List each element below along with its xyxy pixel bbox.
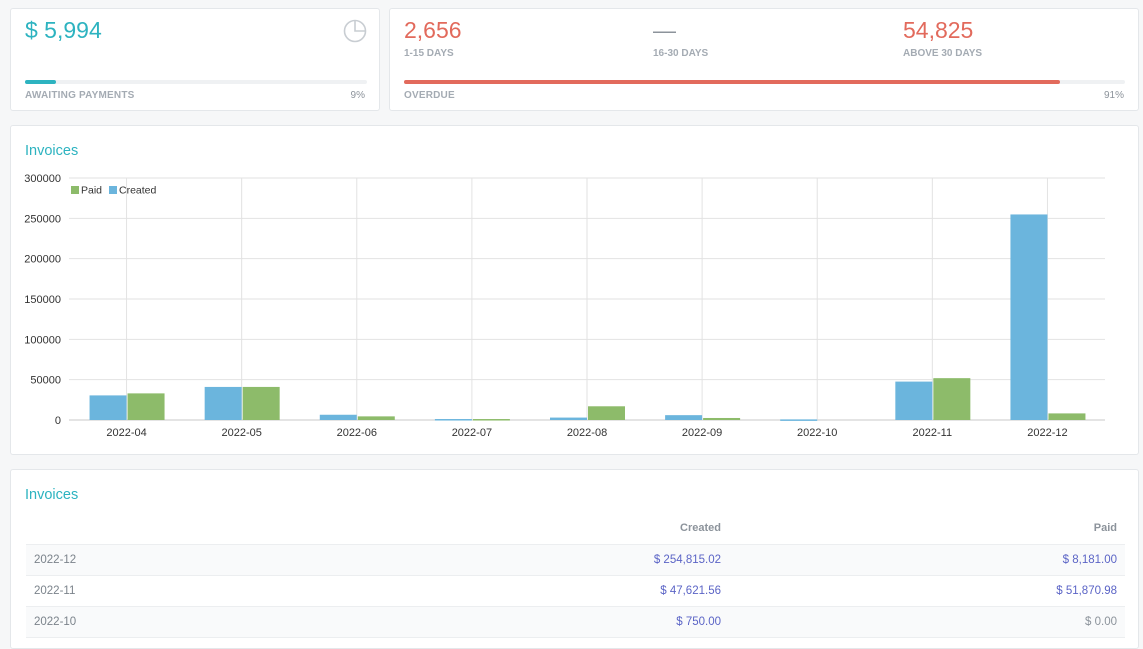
overdue-percent: 91%: [1103, 90, 1124, 101]
overdue-progress-fill: [404, 80, 1061, 84]
table-row: 2022-12 $ 254,815.02 $ 8,181.00: [26, 544, 1125, 576]
row-paid: $ 51,870.98: [729, 575, 1125, 607]
bar-created: [204, 386, 242, 420]
overdue-1-15-label: 1-15 DAYS: [404, 48, 454, 59]
chart-title: Invoices: [25, 143, 79, 159]
bar-paid: [588, 406, 625, 420]
awaiting-amount: $ 5,994: [25, 17, 102, 43]
bar-created: [89, 395, 127, 420]
bar-paid: [472, 419, 510, 421]
table-row: 2022-11 $ 47,621.56 $ 51,870.98: [26, 575, 1125, 607]
awaiting-progress-bar: [25, 80, 367, 84]
overdue-card: 2,656 1-15 DAYS — 16-30 DAYS 54,825 ABOV…: [389, 8, 1139, 111]
bar-paid: [703, 417, 741, 420]
x-tick-label: 2022-08: [567, 427, 607, 439]
invoices-table: Created Paid 2022-12 $ 254,815.02 $ 8,18…: [26, 512, 1125, 638]
x-tick-label: 2022-07: [452, 427, 492, 439]
x-tick-label: 2022-06: [337, 427, 377, 439]
overdue-above-30-label: ABOVE 30 DAYS: [903, 48, 983, 59]
overdue-16-30-label: 16-30 DAYS: [653, 48, 709, 59]
x-tick-label: 2022-12: [1027, 427, 1067, 439]
bar-paid: [933, 378, 971, 420]
legend-swatch: [71, 186, 79, 194]
row-month: 2022-11: [26, 575, 242, 607]
awaiting-label: AWAITING PAYMENTS: [25, 90, 135, 101]
row-paid: $ 8,181.00: [729, 544, 1125, 576]
awaiting-progress-fill: [25, 80, 56, 84]
overdue-progress-bar: [404, 80, 1125, 84]
invoices-bar-chart: 0 50000 100000 150000 200000 250000 300000 2022…: [24, 173, 1105, 439]
y-tick-label: 150000: [24, 294, 61, 306]
awaiting-percent: 9%: [350, 90, 365, 101]
header-month: [26, 512, 242, 545]
y-tick-label: 250000: [24, 213, 61, 225]
x-tick-label: 2022-05: [221, 427, 261, 439]
overdue-1-15-value: 2,656: [404, 17, 462, 43]
y-tick-label: 300000: [24, 173, 61, 185]
row-month: 2022-12: [26, 544, 242, 576]
bar-created: [665, 415, 703, 420]
table-header-row: Created Paid: [26, 512, 1125, 545]
header-paid: Paid: [729, 512, 1125, 545]
row-created: $ 47,621.56: [242, 575, 729, 607]
y-tick-label: 50000: [30, 375, 61, 387]
invoices-table-card: Invoices Created Paid 2022-12 $ 254,815.…: [10, 469, 1139, 649]
x-tick-label: 2022-10: [797, 427, 837, 439]
invoices-chart-card: Invoices 0 50000 100000 150000 200000 250000 3…: [10, 125, 1139, 455]
bar-created: [1010, 214, 1048, 420]
overdue-label: OVERDUE: [404, 90, 455, 101]
row-month: 2022-10: [26, 606, 242, 638]
y-tick-label: 0: [55, 415, 61, 427]
row-created: $ 254,815.02: [242, 544, 729, 576]
legend-label: Paid: [81, 185, 102, 197]
legend-label: Created: [119, 185, 157, 197]
x-tick-label: 2022-09: [682, 427, 722, 439]
bar-created: [319, 414, 357, 420]
legend-swatch: [109, 186, 117, 194]
pie-chart-icon: [343, 19, 367, 43]
bar-paid: [1048, 413, 1086, 420]
awaiting-payments-card: $ 5,994 AWAITING PAYMENTS 9%: [10, 8, 380, 111]
overdue-above-30-value: 54,825: [903, 17, 974, 43]
bar-created: [550, 417, 587, 420]
row-created: $ 750.00: [242, 606, 729, 638]
bar-created: [780, 419, 818, 421]
y-tick-label: 100000: [24, 334, 61, 346]
bar-paid: [127, 393, 165, 420]
header-created: Created: [242, 512, 729, 545]
y-tick-label: 200000: [24, 254, 61, 266]
bar-paid: [242, 386, 280, 420]
x-tick-label: 2022-04: [106, 427, 146, 439]
bar-paid: [357, 416, 395, 420]
table-title: Invoices: [25, 487, 79, 503]
row-paid: $ 0.00: [729, 606, 1125, 638]
x-tick-label: 2022-11: [913, 427, 953, 439]
bar-created: [895, 381, 933, 420]
table-row: 2022-10 $ 750.00 $ 0.00: [26, 606, 1125, 638]
bar-created: [434, 419, 472, 421]
overdue-16-30-value: —: [653, 17, 676, 43]
